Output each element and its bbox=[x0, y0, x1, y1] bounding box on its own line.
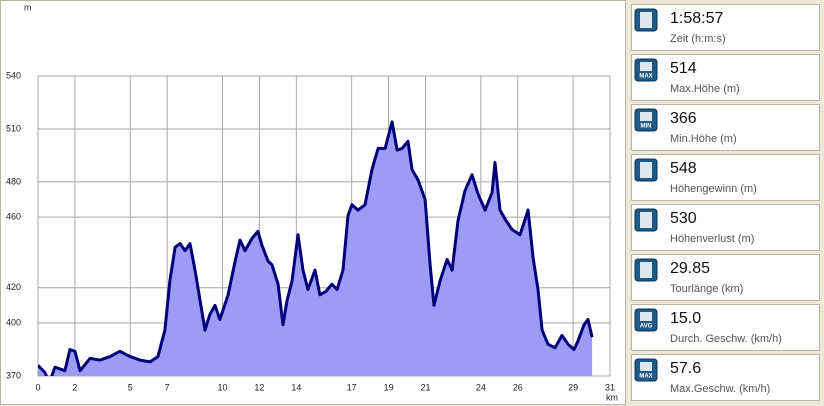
y-unit: m bbox=[24, 2, 32, 12]
y-tick-label: 510 bbox=[6, 123, 21, 133]
stat-card: 1:58:57 Zeit (h:m:s) bbox=[631, 4, 820, 51]
x-tick-label: 2 bbox=[72, 382, 77, 392]
stat-label: Höhengewinn (m) bbox=[670, 183, 757, 195]
stat-label: Tourlänge (km) bbox=[670, 283, 743, 295]
stat-box bbox=[631, 54, 820, 101]
x-tick-label: 7 bbox=[165, 382, 170, 392]
stat-value: 530 bbox=[670, 210, 697, 227]
y-tick-label: 540 bbox=[6, 70, 21, 80]
stat-label: Min.Höhe (m) bbox=[670, 133, 737, 145]
x-tick-label: 21 bbox=[420, 382, 430, 392]
stat-box bbox=[631, 354, 820, 401]
stat-icon-inner bbox=[640, 62, 652, 71]
stat-box bbox=[631, 104, 820, 151]
y-tick-label: 480 bbox=[6, 176, 21, 186]
stat-box bbox=[631, 4, 820, 51]
ticks: 370 400 420 460 480 510 540 0 2 5 7 10 12 14 17 19 21 24 2… bbox=[6, 70, 615, 392]
stat-box bbox=[631, 304, 820, 351]
stats-panel: 1:58:57 Zeit (h:m:s) MAX 514 Max.Höhe (m) MIN… bbox=[631, 4, 820, 401]
stat-value: 15.0 bbox=[670, 310, 701, 327]
stat-badge: MAX bbox=[639, 374, 652, 380]
line bbox=[38, 120, 594, 376]
y-tick-label: 400 bbox=[6, 317, 21, 327]
y-tick-label: 460 bbox=[6, 212, 21, 222]
stat-value: 1:58:57 bbox=[670, 10, 723, 27]
stat-card: MIN 366 Min.Höhe (m) bbox=[631, 104, 820, 151]
stat-icon-inner bbox=[640, 112, 652, 121]
stat-label: Max.Geschw. (km/h) bbox=[670, 383, 770, 395]
stat-badge: MAX bbox=[639, 74, 652, 80]
stat-label: Max.Höhe (m) bbox=[670, 83, 740, 95]
x-tick-label: 29 bbox=[568, 382, 578, 392]
stat-box bbox=[631, 204, 820, 251]
stat-badge: AVG bbox=[640, 324, 653, 330]
y-tick-label: 420 bbox=[6, 282, 21, 292]
x-tick-label: 14 bbox=[291, 382, 301, 392]
stat-value: 57.6 bbox=[670, 360, 701, 377]
stat-card: AVG 15.0 Durch. Geschw. (km/h) bbox=[631, 304, 820, 351]
stat-label: Höhenverlust (m) bbox=[670, 233, 754, 245]
stat-card: MAX 514 Max.Höhe (m) bbox=[631, 54, 820, 101]
x-tick-label: 17 bbox=[347, 382, 357, 392]
stat-value: 366 bbox=[670, 110, 697, 127]
stat-label: Zeit (h:m:s) bbox=[670, 33, 726, 45]
stat-value: 29.85 bbox=[670, 260, 710, 277]
x-tick-label: 12 bbox=[254, 382, 264, 392]
stat-icon-inner bbox=[640, 12, 652, 28]
stat-card: 548 Höhengewinn (m) bbox=[631, 154, 820, 201]
stat-box bbox=[631, 154, 820, 201]
x-tick-label: 26 bbox=[513, 382, 523, 392]
stat-value: 514 bbox=[670, 60, 697, 77]
x-tick-label: 31 bbox=[605, 382, 615, 392]
y-tick-label: 370 bbox=[6, 370, 21, 380]
x-tick-label: 0 bbox=[35, 382, 40, 392]
stat-icon-inner bbox=[640, 262, 652, 278]
stat-card: MAX 57.6 Max.Geschw. (km/h) bbox=[631, 354, 820, 401]
stat-card: 29.85 Tourlänge (km) bbox=[631, 254, 820, 301]
stat-icon-inner bbox=[640, 162, 652, 178]
stat-box bbox=[631, 254, 820, 301]
stat-icon-inner bbox=[640, 312, 652, 321]
stat-value: 548 bbox=[670, 160, 697, 177]
plot bbox=[38, 120, 594, 376]
x-unit: km bbox=[606, 392, 618, 402]
stat-label: Durch. Geschw. (km/h) bbox=[670, 333, 782, 345]
x-tick-label: 10 bbox=[218, 382, 228, 392]
stat-icon-inner bbox=[640, 212, 652, 228]
stat-badge: MIN bbox=[641, 124, 652, 130]
x-tick-label: 24 bbox=[476, 382, 486, 392]
stat-icon-inner bbox=[640, 362, 652, 371]
stat-card: 530 Höhenverlust (m) bbox=[631, 204, 820, 251]
area bbox=[38, 121, 593, 376]
x-tick-label: 19 bbox=[384, 382, 394, 392]
x-tick-label: 5 bbox=[128, 382, 133, 392]
